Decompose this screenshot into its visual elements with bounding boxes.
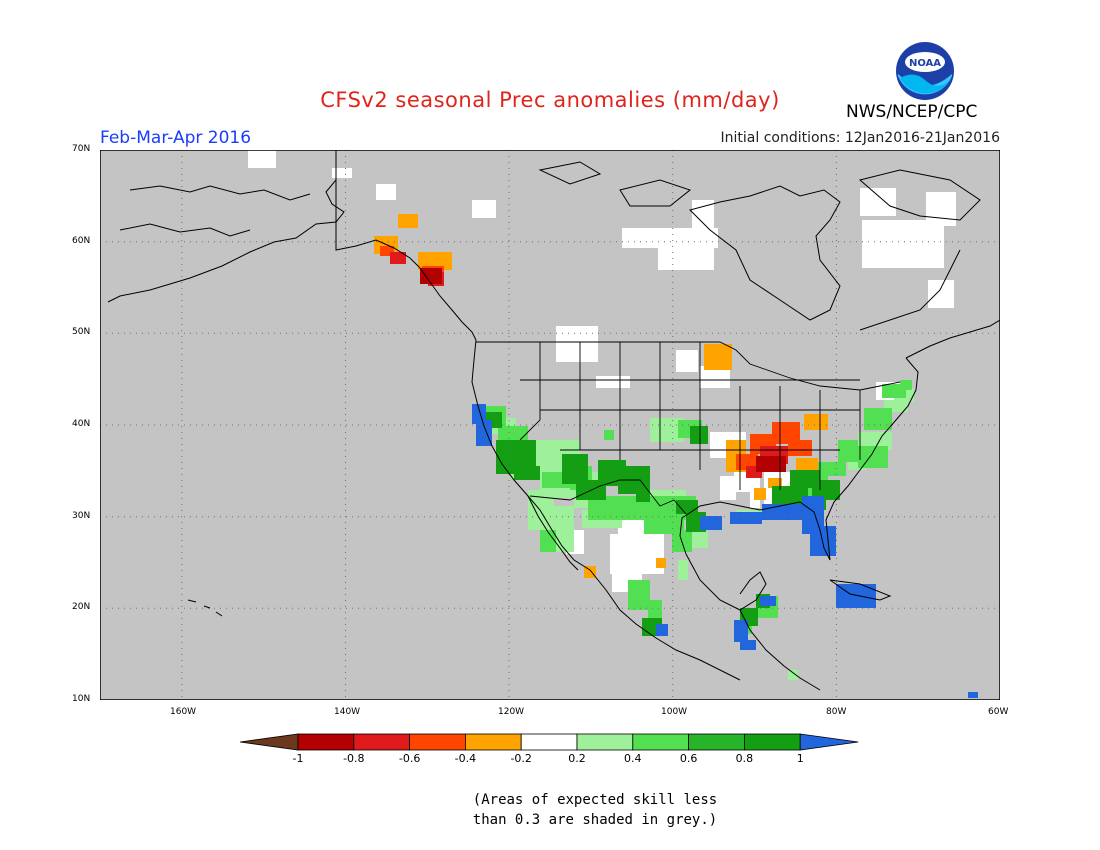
lon-label-160w: 160W <box>170 707 197 717</box>
colorbar-cell <box>520 733 578 751</box>
colorbar-tick-label: -1 <box>292 752 304 765</box>
coastlines <box>107 150 1000 691</box>
footnote-line-2: than 0.3 are shaded in grey.) <box>472 812 718 828</box>
lat-label-50n: 50N <box>72 327 91 337</box>
colorbar-tick-label: -0.4 <box>454 752 477 765</box>
lat-label-30n: 30N <box>72 511 91 521</box>
colorbar-tick-label: 0.6 <box>679 752 698 765</box>
colorbar-cell <box>353 733 411 751</box>
lat-label-10n: 10N <box>72 694 91 704</box>
colorbar-tick-label: -0.2 <box>510 752 532 765</box>
initial-conditions: Initial conditions: 12Jan2016-21Jan2016 <box>720 130 1000 146</box>
borders <box>476 341 901 515</box>
colorbar-cell <box>632 733 689 751</box>
colorbar-tick-label: 0.2 <box>568 752 586 765</box>
colorbar-tick-label: 0.4 <box>624 752 642 765</box>
graticule <box>100 150 1000 700</box>
colorbar-cell-lowest <box>240 733 299 751</box>
lon-label-140w: 140W <box>334 707 361 717</box>
agency-label: NWS/NCEP/CPC <box>846 102 978 122</box>
colorbar-cell <box>576 733 634 751</box>
colorbar-tick-label: -0.8 <box>343 752 365 765</box>
lon-label-100w: 100W <box>661 707 688 717</box>
colorbar-cell-highest <box>799 733 859 751</box>
colorbar <box>240 733 859 751</box>
precip-map <box>100 150 1000 700</box>
lat-label-20n: 20N <box>72 602 91 612</box>
colorbar-tick-label: 1 <box>796 752 804 765</box>
colorbar-cell <box>297 733 355 751</box>
season-label: Feb-Mar-Apr 2016 <box>100 128 252 148</box>
anomaly-cells <box>248 150 978 698</box>
colorbar-cell <box>409 733 466 751</box>
lon-label-120w: 120W <box>498 707 525 717</box>
lon-label-80w: 80W <box>826 707 847 717</box>
colorbar-cell <box>464 733 522 751</box>
noaa-logo-icon: NOAA <box>896 42 954 100</box>
lat-label-60n: 60N <box>72 236 91 246</box>
colorbar-cell <box>688 733 745 751</box>
footnote-line-1: (Areas of expected skill less <box>472 792 718 808</box>
map-title: CFSv2 seasonal Prec anomalies (mm/day) <box>320 88 780 112</box>
lon-label-60w: 60W <box>988 707 1009 717</box>
lat-label-40n: 40N <box>72 419 91 429</box>
footnote: (Areas of expected skill less than 0.3 a… <box>0 790 1100 830</box>
colorbar-tick-label: -0.6 <box>398 752 421 765</box>
logo-text: NOAA <box>909 58 941 69</box>
colorbar-tick-label: 0.8 <box>735 752 754 765</box>
colorbar-cell <box>743 733 801 751</box>
lat-label-70n: 70N <box>72 144 91 154</box>
